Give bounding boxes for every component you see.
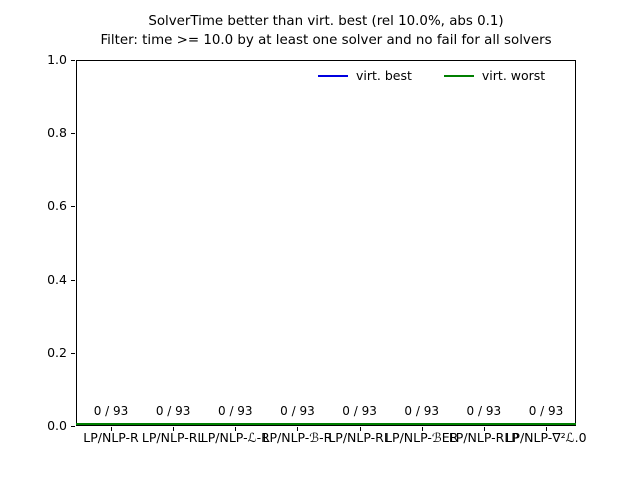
bar-count-label: 0 / 93 bbox=[528, 404, 564, 418]
virt-worst-line-swatch bbox=[443, 74, 474, 77]
x-tick-mark bbox=[483, 427, 485, 431]
chart-title: SolverTime better than virt. best (rel 1… bbox=[100, 12, 551, 50]
x-tick-mark bbox=[546, 427, 547, 431]
x-tick-mark bbox=[297, 427, 299, 431]
y-tick-label: 0.2 bbox=[47, 344, 67, 360]
bar-count-label: 0 / 93 bbox=[93, 404, 129, 418]
plot-area bbox=[76, 60, 576, 426]
bar-count-label: 0 / 93 bbox=[217, 404, 253, 418]
y-tick-label: 0.8 bbox=[47, 125, 67, 141]
legend-item-virt-worst: virt. worst bbox=[443, 68, 546, 83]
y-tick-mark bbox=[71, 352, 75, 354]
x-tick-label: LP/NLP-ℬER bbox=[385, 430, 459, 445]
chart-title-line2: Filter: time >= 10.0 by at least one sol… bbox=[100, 33, 552, 48]
x-tick-label: LP/NLP-RLP bbox=[448, 430, 519, 445]
x-tick-label: LP/NLP-ℬ-R bbox=[262, 430, 333, 445]
y-tick-mark bbox=[71, 279, 75, 281]
x-tick-mark bbox=[111, 427, 112, 431]
x-tick-mark bbox=[421, 427, 423, 431]
bar-count-label: 0 / 93 bbox=[342, 404, 377, 418]
x-tick-label: LP/NLP-ℒ-R bbox=[200, 430, 270, 445]
bar-count-label: 0 / 93 bbox=[280, 404, 315, 418]
chart-title-line1: SolverTime better than virt. best (rel 1… bbox=[148, 14, 504, 29]
y-tick-mark bbox=[71, 60, 75, 61]
legend-label-virt-worst: virt. worst bbox=[481, 68, 546, 83]
virt-best-line-swatch bbox=[318, 74, 348, 77]
virt-worst-series-line bbox=[76, 423, 576, 425]
y-tick-label: 1.0 bbox=[47, 52, 67, 67]
y-tick-mark bbox=[71, 426, 75, 427]
x-tick-mark bbox=[173, 427, 175, 431]
bar-count-label: 0 / 93 bbox=[404, 404, 439, 418]
bar-count-label: 0 / 93 bbox=[466, 404, 502, 418]
x-tick-label: LP/NLP-RL bbox=[141, 430, 205, 445]
y-tick-label: 0.4 bbox=[47, 271, 67, 287]
bar-count-label: 0 / 93 bbox=[155, 404, 191, 418]
legend: virt. best virt. worst bbox=[318, 68, 545, 83]
legend-item-virt-best: virt. best bbox=[318, 68, 412, 83]
x-tick-label: LP/NLP-∇²ℒ.0 bbox=[505, 430, 587, 445]
x-tick-mark bbox=[359, 427, 361, 431]
y-tick-mark bbox=[71, 206, 75, 208]
legend-label-virt-best: virt. best bbox=[356, 68, 412, 83]
x-tick-mark bbox=[235, 427, 237, 431]
y-tick-mark bbox=[71, 133, 75, 135]
x-tick-label: LP/NLP-R bbox=[83, 430, 139, 445]
x-tick-label: LP/NLP-RL bbox=[328, 430, 391, 445]
y-tick-label: 0.0 bbox=[47, 418, 67, 433]
y-tick-label: 0.6 bbox=[47, 198, 67, 214]
